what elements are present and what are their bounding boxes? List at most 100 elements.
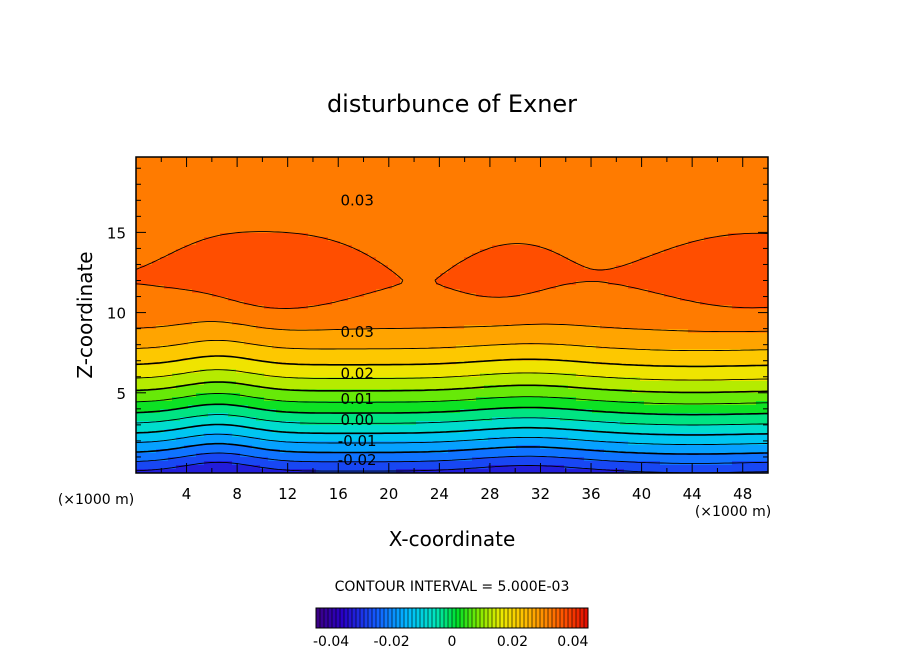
contour-fill-cell <box>436 265 441 270</box>
contour-fill-cell <box>624 225 629 230</box>
contour-fill-cell <box>336 205 341 210</box>
contour-fill-cell <box>568 253 573 258</box>
contour-fill-cell <box>684 173 689 178</box>
contour-fill-cell <box>248 193 253 198</box>
contour-fill-cell <box>188 269 193 274</box>
contour-fill-cell <box>148 181 153 186</box>
contour-fill-cell <box>196 245 201 250</box>
contour-fill-cell <box>672 257 677 262</box>
contour-fill-cell <box>268 265 273 270</box>
contour-fill-cell <box>676 193 681 198</box>
contour-fill-cell <box>280 157 285 162</box>
contour-fill-cell <box>660 173 665 178</box>
contour-fill-cell <box>396 177 401 182</box>
contour-fill-cell <box>296 157 301 162</box>
contour-fill-cell <box>460 277 465 282</box>
contour-fill-cell <box>680 277 685 282</box>
contour-fill-cell <box>320 165 325 170</box>
contour-fill-cell <box>452 277 457 282</box>
contour-fill-cell <box>356 225 361 230</box>
contour-fill-cell <box>452 197 457 202</box>
contour-fill-cell <box>448 209 453 214</box>
contour-fill-cell <box>144 177 149 182</box>
contour-fill-cell <box>644 173 649 178</box>
contour-fill-cell <box>728 205 733 210</box>
contour-fill-cell <box>148 257 153 262</box>
contour-fill-cell <box>544 233 549 238</box>
contour-fill-cell <box>704 201 709 206</box>
contour-fill-cell <box>576 189 581 194</box>
contour-fill-cell <box>168 217 173 222</box>
contour-fill-cell <box>372 173 377 178</box>
contour-fill-cell <box>636 241 641 246</box>
contour-fill-cell <box>684 205 689 210</box>
contour-fill-cell <box>236 269 241 274</box>
contour-fill-cell <box>736 217 741 222</box>
contour-fill-cell <box>608 253 613 258</box>
contour-fill-cell <box>360 157 365 162</box>
contour-fill-cell <box>348 245 353 250</box>
contour-fill-cell <box>668 237 673 242</box>
contour-fill-cell <box>272 217 277 222</box>
contour-fill-cell <box>688 265 693 270</box>
contour-fill-cell <box>616 257 621 262</box>
contour-fill-cell <box>336 189 341 194</box>
contour-fill-cell <box>392 273 397 278</box>
contour-fill-cell <box>444 157 449 162</box>
contour-fill-cell <box>388 193 393 198</box>
contour-fill-cell <box>136 229 141 234</box>
contour-fill-cell <box>268 261 273 266</box>
contour-fill-cell <box>152 161 157 166</box>
contour-fill-cell <box>216 277 221 282</box>
contour-fill-cell <box>232 197 237 202</box>
contour-fill-cell <box>372 265 377 270</box>
contour-fill-cell <box>312 233 317 238</box>
contour-fill-cell <box>172 257 177 262</box>
contour-fill-cell <box>404 181 409 186</box>
contour-fill-cell <box>604 245 609 250</box>
contour-fill-cell <box>148 197 153 202</box>
contour-fill-cell <box>412 273 417 278</box>
contour-fill-cell <box>492 273 497 278</box>
contour-fill-cell <box>484 257 489 262</box>
contour-fill-cell <box>556 181 561 186</box>
contour-fill-cell <box>236 157 241 162</box>
contour-fill-cell <box>344 265 349 270</box>
contour-fill-cell <box>632 221 637 226</box>
contour-fill-cell <box>560 165 565 170</box>
contour-fill-cell <box>680 213 685 218</box>
contour-fill-cell <box>736 253 741 258</box>
contour-fill-cell <box>228 213 233 218</box>
contour-fill-cell <box>572 185 577 190</box>
contour-fill-cell <box>756 273 761 278</box>
contour-fill-cell <box>552 213 557 218</box>
contour-fill-cell <box>412 225 417 230</box>
contour-fill-cell <box>292 193 297 198</box>
contour-fill-cell <box>404 165 409 170</box>
contour-fill-cell <box>364 245 369 250</box>
contour-fill-cell <box>192 273 197 278</box>
contour-fill-cell <box>752 161 757 166</box>
contour-fill-cell <box>336 169 341 174</box>
contour-fill-cell <box>612 201 617 206</box>
contour-fill-cell <box>652 169 657 174</box>
contour-fill-cell <box>680 249 685 254</box>
contour-fill-cell <box>692 249 697 254</box>
contour-fill-cell <box>376 181 381 186</box>
contour-fill-cell <box>144 209 149 214</box>
contour-fill-cell <box>184 273 189 278</box>
contour-fill-cell <box>620 277 625 282</box>
contour-fill-cell <box>420 205 425 210</box>
contour-fill-cell <box>312 221 317 226</box>
contour-fill-cell <box>140 225 145 230</box>
contour-fill-cell <box>344 177 349 182</box>
contour-fill-cell <box>744 237 749 242</box>
contour-fill-cell <box>476 177 481 182</box>
contour-fill-cell <box>644 201 649 206</box>
contour-fill-cell <box>264 205 269 210</box>
contour-fill-cell <box>708 249 713 254</box>
contour-fill-cell <box>632 249 637 254</box>
contour-fill-cell <box>160 221 165 226</box>
contour-fill-cell <box>504 277 509 282</box>
contour-fill-cell <box>752 193 757 198</box>
